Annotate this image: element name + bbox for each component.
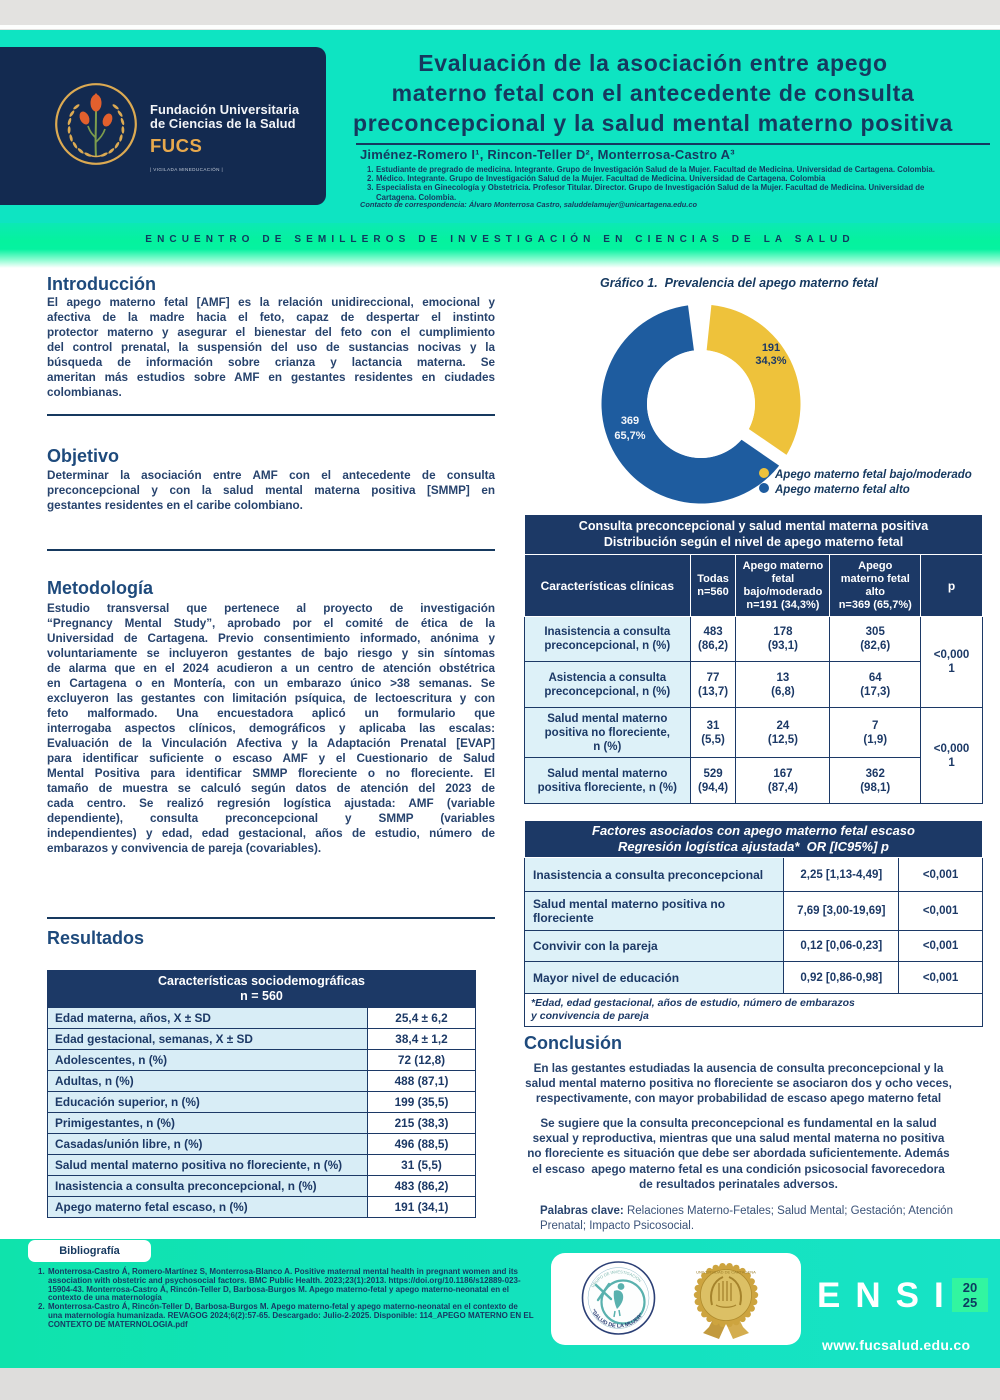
- svg-text:UNIVERSIDAD DE CARTAGENA: UNIVERSIDAD DE CARTAGENA: [696, 1270, 756, 1275]
